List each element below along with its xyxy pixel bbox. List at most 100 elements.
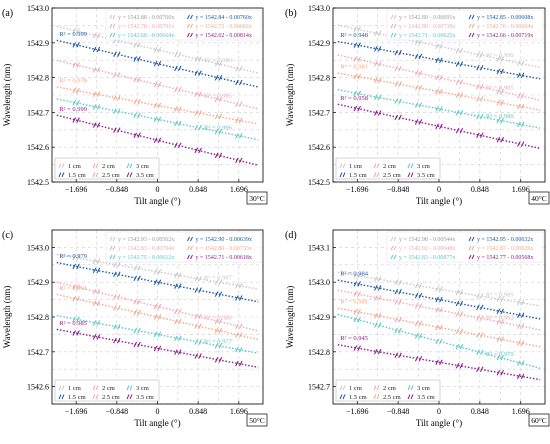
data-point [496, 99, 504, 106]
equation-marker [468, 14, 475, 20]
data-point [476, 64, 484, 71]
data-point [414, 39, 423, 45]
data-point [72, 296, 80, 302]
legend-marker [126, 394, 133, 400]
fit-line [56, 25, 259, 74]
y-tick-label: 1542.8 [308, 348, 330, 357]
data-point [214, 128, 223, 135]
series-2-cm [56, 281, 259, 332]
legend-marker [126, 163, 133, 169]
equation-text: y = 1542.87 - 0.00629x [477, 246, 533, 252]
data-point [214, 291, 223, 297]
panel-label: (c) [2, 230, 13, 241]
equation-text: y = 1542.89 - 0.00691x [399, 15, 455, 21]
data-point [517, 373, 525, 380]
equation-legend-box [386, 9, 544, 41]
data-point [133, 341, 141, 348]
y-tick-label: 1542.6 [308, 143, 330, 152]
legend-label: 3 cm [136, 163, 149, 170]
legend-marker [339, 394, 346, 400]
legend-label: 2 cm [102, 163, 115, 170]
equation-text: y = 1542.80 - 0.00733x [196, 246, 252, 252]
data-point [496, 308, 504, 315]
data-point [517, 323, 525, 329]
legend-label: 3 cm [417, 385, 430, 392]
data-point [235, 346, 243, 353]
r2-label: R² = 0.962 [486, 315, 514, 322]
data-point [72, 28, 80, 34]
series-2-5-cm [337, 307, 541, 348]
series-3-cm [56, 314, 259, 354]
x-tick-label: 1.696 [230, 185, 248, 194]
y-tick-label: 1542.8 [27, 74, 49, 83]
data-point [194, 110, 202, 116]
data-point [496, 296, 504, 303]
data-point [235, 360, 243, 367]
x-tick-label: 0.848 [471, 185, 489, 194]
data-point [133, 309, 141, 316]
x-tick-label: 0 [156, 185, 160, 194]
legend-marker [373, 163, 380, 169]
series-2-5-cm [56, 293, 259, 341]
x-axis-title: Tilt angle (°) [416, 418, 462, 428]
equation-marker [109, 14, 116, 20]
data-point [414, 355, 423, 362]
panel-label: (d) [285, 230, 297, 241]
data-point [174, 349, 182, 355]
legend-marker [339, 163, 346, 169]
y-tick-label: 1543.0 [27, 243, 49, 252]
y-tick-label: 1542.7 [308, 108, 330, 117]
r2-label: R² = 0.989 [486, 291, 514, 298]
data-point [435, 338, 443, 345]
data-point [476, 293, 484, 299]
data-point [214, 61, 223, 67]
data-point [214, 113, 223, 120]
series-2-cm [337, 54, 541, 101]
legend-label: 3 cm [136, 385, 149, 392]
data-point [214, 343, 223, 349]
data-point [353, 90, 361, 97]
legend-label: 3.5 cm [136, 172, 154, 179]
data-point [113, 262, 121, 268]
equation-text: y = 1542.77 - 0.00568x [477, 255, 533, 261]
series-1-5-cm [337, 279, 541, 320]
legend-label: 3.5 cm [417, 394, 435, 401]
y-tick-label: 1542.5 [308, 178, 330, 187]
r2-label: R² = 0.979 [486, 351, 514, 358]
data-point [476, 113, 484, 120]
data-point [496, 117, 504, 124]
data-point [194, 323, 202, 329]
data-point [394, 114, 402, 121]
data-point [92, 320, 101, 326]
data-point [174, 65, 182, 72]
x-tick-label: −0.848 [387, 185, 410, 194]
equation-marker [390, 14, 397, 20]
r2-label: R² = 0.991 [59, 285, 87, 292]
data-point [194, 353, 202, 359]
r2-label: R² = 0.985 [59, 320, 87, 327]
r2-label: R² = 0.987 [204, 274, 233, 281]
data-point [414, 70, 423, 76]
data-point [153, 47, 162, 53]
series-legend-box [335, 379, 441, 402]
data-point [174, 120, 182, 127]
legend-marker [126, 385, 133, 391]
data-point [435, 296, 443, 303]
y-tick-label: 1542.9 [27, 278, 49, 287]
data-point [194, 124, 202, 131]
equation-text: y = 1542.98 - 0.00544x [399, 237, 455, 243]
legend-label: 2 cm [383, 163, 396, 170]
data-point [214, 96, 223, 103]
data-point [476, 96, 484, 102]
data-point [353, 316, 361, 323]
equation-text: y = 1542.95 - 0.00632x [477, 237, 533, 243]
series-2-cm [337, 289, 541, 331]
data-point [455, 128, 464, 134]
r2-label: R² = 0.999 [59, 106, 87, 113]
data-point [517, 360, 525, 366]
y-axis-title: Wavelength (nm) [2, 64, 12, 127]
fit-line [337, 24, 541, 69]
legend-marker [58, 394, 65, 400]
data-point [414, 119, 423, 125]
data-point [353, 73, 361, 80]
